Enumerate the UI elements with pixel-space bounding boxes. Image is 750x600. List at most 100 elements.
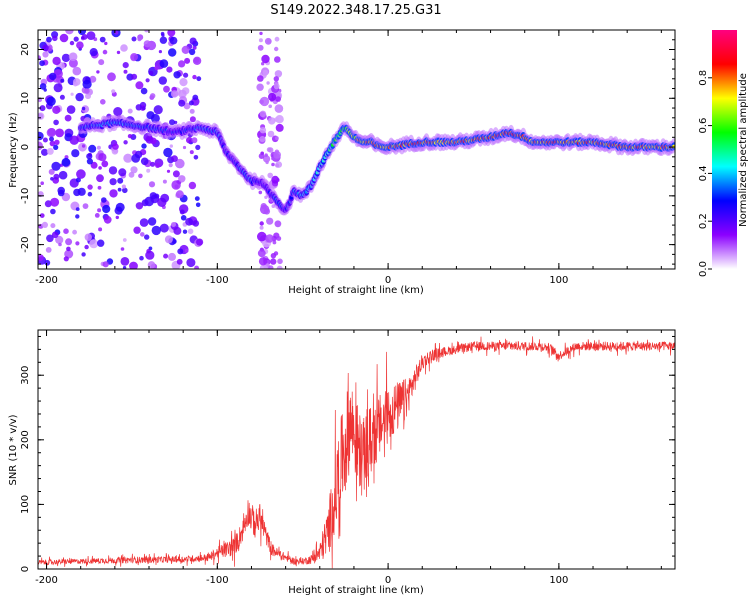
spectrogram-noise-blob	[43, 88, 47, 92]
spectrogram-noise-blob	[53, 119, 59, 126]
spectrogram-noise-blob	[274, 149, 280, 154]
spectrogram-noise-blob	[272, 240, 277, 245]
spectrogram-noise-blob	[89, 75, 97, 83]
spectrogram-noise-blob	[120, 257, 130, 266]
snr-x-tick-label: 100	[549, 575, 568, 586]
colorbar-ticks: 0.0 0.2 0.4 0.6 0.8	[698, 70, 712, 277]
spectrogram-noise-blob	[109, 178, 117, 186]
spectrogram-noise-blob	[52, 56, 61, 66]
spectrogram-noise-blob	[113, 107, 123, 117]
spectrogram-noise-blob	[257, 249, 266, 258]
spectrogram-noise-blob	[195, 144, 201, 150]
spectrogram-noise-blob	[89, 239, 99, 249]
spectrogram-noise-blob	[112, 143, 119, 150]
spectrogram-noise-blob	[194, 265, 199, 269]
spectrogram-noise-blob	[78, 30, 86, 36]
spectrogram-noise-blob	[258, 153, 265, 160]
spectrogram-y-ticks: -20 -10 0 10 20	[20, 29, 675, 265]
spectrogram-noise-blob	[151, 225, 161, 236]
spectrogram-noise-blob	[181, 45, 190, 55]
spectrogram-noise-blob	[159, 36, 168, 44]
spectrogram-noise-blob	[133, 226, 141, 234]
spectrogram-noise-blob	[169, 144, 173, 148]
spectrogram-noise-blob	[267, 130, 275, 138]
spectrogram-noise-blob	[141, 199, 149, 207]
spectrogram-noise-blob	[193, 155, 199, 160]
spectrogram-noise-blob	[158, 76, 167, 85]
spectrogram-noise-blob	[147, 217, 157, 226]
spectrogram-noise-blob	[175, 190, 184, 199]
snr-x-axis-label: Height of straight line (km)	[288, 585, 424, 596]
spectrogram-noise-blob	[180, 215, 187, 221]
spectrogram-noise-blob	[258, 38, 263, 43]
spectrogram-noise-blob	[187, 228, 194, 235]
spectrogram-noise-blob	[175, 158, 185, 169]
spectrogram-noise-blob	[159, 223, 169, 233]
spectrogram-noise-blob	[84, 244, 89, 250]
spectrogram-x-axis-label: Height of straight line (km)	[288, 285, 424, 296]
spectrogram-noise-blob	[128, 171, 135, 178]
spectrogram-noise-blob	[179, 209, 185, 215]
spectrogram-noise-blob	[171, 155, 178, 163]
spectrogram-noise-blob	[188, 181, 197, 190]
colorbar-tick-label: 0.2	[698, 213, 709, 229]
spectrogram-noise-blob	[122, 266, 127, 269]
spectrogram-noise-blob	[39, 213, 45, 219]
spectrogram-noise-blob	[97, 185, 102, 190]
colorbar: 0.0 0.2 0.4 0.6 0.8 Normalized spectral ampl…	[698, 30, 749, 277]
spectrogram-noise-blob	[70, 92, 74, 96]
spectrogram-noise-blob	[150, 93, 156, 99]
spectrogram-noise-blob	[266, 39, 272, 44]
spectrogram-noise-blob	[271, 162, 275, 167]
spectrogram-y-tick-label: -20	[20, 236, 31, 252]
spectrogram-noise-blob	[167, 30, 176, 37]
spectrogram-noise-blob	[75, 177, 81, 183]
spectrogram-noise-blob	[54, 139, 60, 145]
spectrogram-noise-blob	[135, 104, 142, 111]
spectrogram-noise-blob	[75, 207, 80, 212]
spectrogram-noise-blob	[58, 242, 62, 247]
spectrogram-noise-blob	[131, 36, 137, 42]
snr-y-tick-label: 0	[20, 566, 31, 572]
spectrogram-noise-blob	[101, 197, 107, 203]
spectrogram-noise-blob	[75, 241, 80, 246]
spectrogram-noise-blob	[39, 60, 45, 67]
spectrogram-noise-blob	[98, 166, 102, 170]
spectrogram-noise-blob	[122, 187, 128, 194]
spectrogram-noise-blob	[65, 30, 74, 35]
spectrogram-noise-blob	[139, 218, 149, 227]
spectrogram-noise-blob	[260, 203, 267, 210]
spectrogram-noise-blob	[59, 94, 65, 100]
spectrogram-noise-blob	[169, 36, 178, 45]
spectrogram-noise-blob	[166, 66, 173, 73]
spectrogram-noise-blob	[75, 92, 84, 102]
spectrogram-noise-blob	[259, 110, 267, 118]
spectrogram-noise-blob	[266, 147, 272, 153]
snr-x-tick-label: 0	[385, 575, 391, 586]
spectrogram-noise-blob	[191, 137, 198, 144]
colorbar-label: Normalized spectral amplitude	[738, 73, 749, 227]
spectrogram-noise-blob	[275, 136, 279, 141]
spectrogram-noise-blob	[39, 83, 47, 90]
spectrogram-noise-blob	[178, 175, 186, 183]
spectrogram-noise-blob	[82, 203, 89, 210]
spectrogram-noise-blob	[163, 147, 173, 158]
colorbar-gradient	[712, 30, 737, 269]
spectrogram-noise-blob	[98, 59, 105, 66]
spectrogram-noise-blob	[86, 31, 96, 40]
spectrogram-noise-blob	[89, 48, 98, 57]
snr-y-ticks: 0 100 200 300	[20, 335, 675, 572]
spectrogram-noise-blob	[270, 253, 277, 259]
spectrogram-y-axis-label: Frequency (Hz)	[8, 112, 19, 188]
spectrogram-noise-blob	[42, 44, 49, 52]
spectrogram-noise-blob	[66, 105, 76, 114]
spectrogram-noise-blob	[76, 41, 84, 49]
spectrogram-noise-blob	[185, 217, 194, 226]
spectrogram-noise-blob	[88, 144, 97, 153]
spectrogram-noise-blob	[148, 70, 154, 76]
snr-marks	[38, 336, 675, 569]
spectrogram-noise-blob	[48, 168, 55, 175]
spectrogram-noise-blob	[104, 41, 108, 46]
spectrogram-noise-blob	[42, 51, 49, 58]
